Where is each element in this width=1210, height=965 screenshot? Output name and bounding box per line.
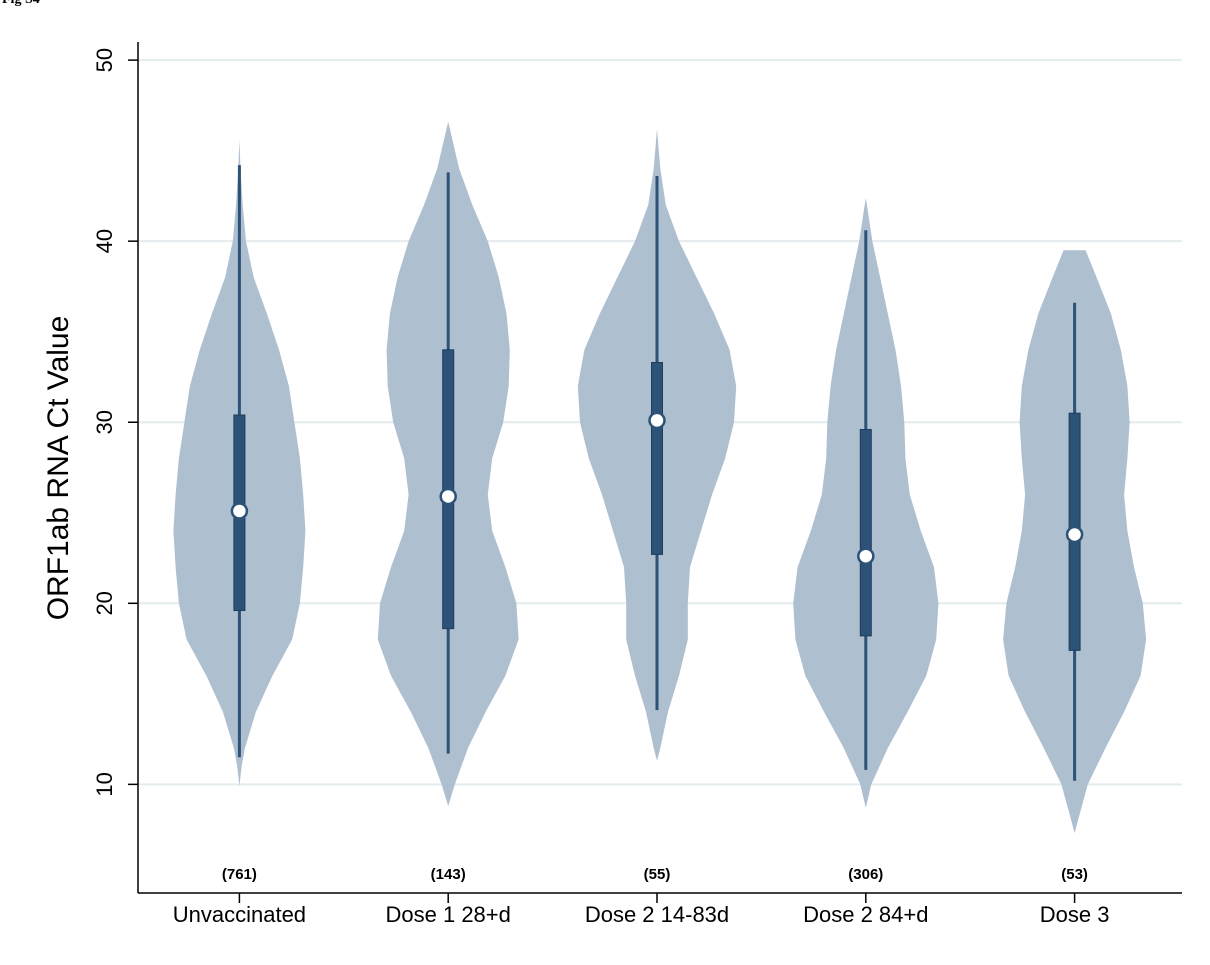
figure-label: Fig S4 (2, 0, 40, 8)
count-label-1: (143) (431, 866, 466, 883)
iqr-box-3 (859, 428, 872, 637)
x-tick-label-3: Dose 2 84+d (803, 902, 928, 927)
median-point-4 (1065, 525, 1084, 544)
x-tick-label-0: Unvaccinated (173, 902, 306, 927)
count-label-2: (55) (644, 866, 671, 883)
median-point-1 (439, 487, 457, 506)
count-label-3: (306) (848, 866, 883, 883)
y-tick-label-20: 20 (92, 591, 117, 615)
x-tick-label-2: Dose 2 14-83d (585, 902, 729, 927)
count-label-0: (761) (222, 866, 257, 883)
y-tick-label-50: 50 (92, 48, 117, 72)
median-point-0 (230, 502, 249, 520)
y-tick-label-40: 40 (92, 229, 117, 253)
y-tick-label-10: 10 (92, 772, 117, 796)
count-label-4: (53) (1061, 866, 1088, 883)
y-tick-label-30: 30 (92, 410, 117, 434)
y-axis-label: ORF1ab RNA Ct Value (42, 316, 75, 621)
x-tick-label-4: Dose 3 (1040, 902, 1110, 927)
median-point-3 (857, 547, 875, 565)
median-point-2 (648, 411, 666, 430)
iqr-box-2 (651, 361, 663, 555)
x-tick-label-1: Dose 1 28+d (386, 902, 511, 927)
